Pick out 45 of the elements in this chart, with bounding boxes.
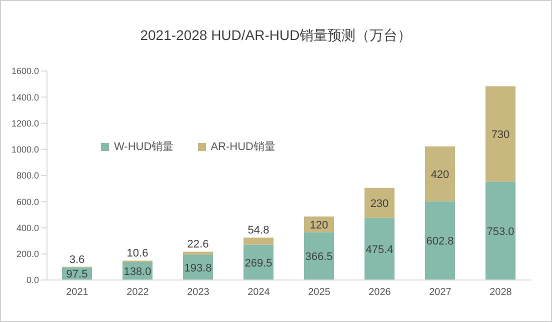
x-tick-label: 2028 [490,287,512,298]
y-tick-label: 600.0 [16,196,39,207]
y-tick-label: 1200.0 [11,118,39,128]
x-tick-label: 2026 [368,287,392,298]
x-tick-label: 2025 [308,287,331,298]
bar [364,218,394,280]
y-tick-label: 1000.0 [11,144,39,155]
data-label: 3.6 [69,254,85,266]
data-label: 97.5 [66,268,88,281]
bar [425,146,455,202]
data-label: 269.5 [244,257,272,270]
x-tick-label: 2021 [66,287,89,298]
data-label: 602.8 [426,236,454,248]
data-label: 10.6 [126,248,148,260]
bar [364,188,394,218]
data-label: 230 [370,198,389,210]
legend-label: AR-HUD销量 [210,140,276,154]
data-label: 120 [310,219,328,232]
x-tick-label: 2024 [248,287,270,298]
data-label: 54.8 [248,224,270,237]
data-label: 420 [430,168,450,181]
x-tick-label: 2027 [429,287,452,298]
data-label: 730 [491,128,510,141]
y-tick-label: 0.0 [26,275,39,286]
data-label: 22.6 [187,238,209,251]
bar [425,201,455,280]
bar [486,182,516,280]
y-tick-label: 1400.0 [11,92,39,102]
y-tick-label: 400.0 [16,222,39,233]
chart-title: 2021-2028 HUD/AR-HUD销量预测（万台） [139,27,413,45]
data-label: 138.0 [124,266,152,278]
x-tick-label: 2023 [187,287,210,298]
bar [304,232,334,280]
x-tick-label: 2022 [126,287,150,298]
data-label: 475.4 [366,244,394,256]
y-tick-label: 1600.0 [11,66,39,76]
data-label: 366.5 [305,251,333,264]
bar [183,252,213,255]
data-label: 193.8 [184,262,212,274]
legend-label: W-HUD销量 [114,140,174,154]
data-label: 753.0 [486,226,514,238]
y-tick-label: 200.0 [16,249,39,260]
bar [244,238,274,245]
y-tick-label: 800.0 [16,170,39,181]
bar [486,86,516,182]
